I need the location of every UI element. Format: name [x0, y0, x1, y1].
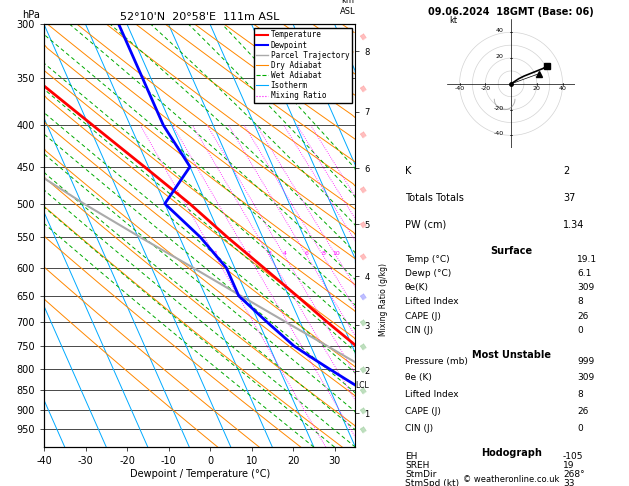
Text: Hodograph: Hodograph [481, 448, 542, 458]
Text: StmSpd (kt): StmSpd (kt) [405, 479, 459, 486]
Text: 2: 2 [563, 166, 569, 176]
Text: 4: 4 [282, 251, 287, 256]
Text: 10: 10 [332, 251, 340, 256]
Text: 19: 19 [563, 461, 574, 470]
Text: 19.1: 19.1 [577, 255, 597, 263]
X-axis label: Dewpoint / Temperature (°C): Dewpoint / Temperature (°C) [130, 469, 270, 479]
Text: 309: 309 [577, 373, 594, 382]
Text: |||: ||| [360, 130, 367, 138]
Text: -20: -20 [493, 105, 503, 111]
Text: 20: 20 [496, 54, 503, 59]
Text: -20: -20 [481, 87, 491, 91]
Text: 8: 8 [577, 390, 583, 399]
Text: θe(K): θe(K) [405, 283, 429, 292]
Text: StmDir: StmDir [405, 470, 437, 479]
Text: 0: 0 [577, 424, 583, 433]
Text: Dewp (°C): Dewp (°C) [405, 269, 451, 278]
Text: LCL: LCL [355, 382, 369, 390]
Title: 52°10'N  20°58'E  111m ASL: 52°10'N 20°58'E 111m ASL [120, 12, 279, 22]
Text: km
ASL: km ASL [340, 0, 355, 16]
Text: kt: kt [449, 17, 457, 25]
Text: 20: 20 [533, 87, 541, 91]
Text: 09.06.2024  18GMT (Base: 06): 09.06.2024 18GMT (Base: 06) [428, 7, 594, 17]
Text: 37: 37 [563, 192, 576, 203]
Text: |||: ||| [360, 386, 367, 394]
Text: 33: 33 [563, 479, 574, 486]
Text: 0: 0 [577, 326, 583, 335]
Text: 999: 999 [577, 357, 594, 365]
Text: 6: 6 [305, 251, 309, 256]
Text: |||: ||| [360, 365, 367, 373]
Text: 40: 40 [559, 87, 567, 91]
Text: CIN (J): CIN (J) [405, 424, 433, 433]
Text: |||: ||| [360, 85, 367, 92]
Text: -40: -40 [493, 131, 503, 137]
Text: Totals Totals: Totals Totals [405, 192, 464, 203]
Text: |||: ||| [360, 185, 367, 193]
Text: |||: ||| [360, 342, 367, 350]
Text: 40: 40 [496, 28, 503, 34]
Text: CAPE (J): CAPE (J) [405, 312, 441, 321]
Text: 2: 2 [247, 251, 250, 256]
Text: -40: -40 [455, 87, 465, 91]
Text: 26: 26 [577, 407, 589, 417]
Text: |||: ||| [360, 252, 367, 260]
Text: |||: ||| [360, 425, 367, 433]
Text: -105: -105 [563, 451, 584, 461]
Text: CAPE (J): CAPE (J) [405, 407, 441, 417]
Text: |||: ||| [360, 32, 367, 40]
Text: θe (K): θe (K) [405, 373, 431, 382]
Text: Most Unstable: Most Unstable [472, 350, 550, 360]
Text: CIN (J): CIN (J) [405, 326, 433, 335]
Text: 8: 8 [577, 297, 583, 306]
Text: 6.1: 6.1 [577, 269, 591, 278]
Text: |||: ||| [360, 406, 367, 414]
Text: |||: ||| [360, 220, 367, 228]
Text: 1: 1 [213, 251, 217, 256]
Text: 268°: 268° [563, 470, 584, 479]
Text: 1.34: 1.34 [563, 220, 584, 230]
Text: Lifted Index: Lifted Index [405, 390, 459, 399]
Text: Lifted Index: Lifted Index [405, 297, 459, 306]
Text: Mixing Ratio (g/kg): Mixing Ratio (g/kg) [379, 262, 388, 336]
Text: 8: 8 [321, 251, 325, 256]
Text: Pressure (mb): Pressure (mb) [405, 357, 468, 365]
Text: © weatheronline.co.uk: © weatheronline.co.uk [463, 474, 559, 484]
Legend: Temperature, Dewpoint, Parcel Trajectory, Dry Adiabat, Wet Adiabat, Isotherm, Mi: Temperature, Dewpoint, Parcel Trajectory… [254, 28, 352, 103]
Text: EH: EH [405, 451, 417, 461]
Text: K: K [405, 166, 411, 176]
Text: Surface: Surface [490, 246, 532, 257]
Text: 26: 26 [577, 312, 589, 321]
Text: |||: ||| [360, 292, 367, 300]
Text: hPa: hPa [22, 10, 40, 20]
Text: PW (cm): PW (cm) [405, 220, 446, 230]
Text: 309: 309 [577, 283, 594, 292]
Text: |||: ||| [360, 318, 367, 326]
Text: Temp (°C): Temp (°C) [405, 255, 450, 263]
Text: SREH: SREH [405, 461, 430, 470]
Text: 3: 3 [267, 251, 271, 256]
